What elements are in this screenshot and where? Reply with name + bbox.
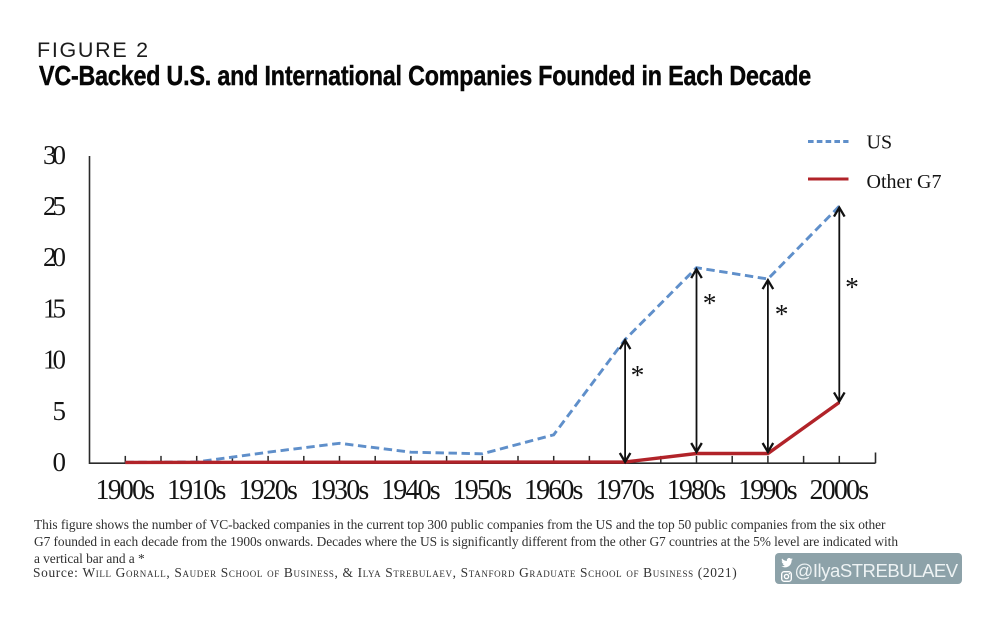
- svg-text:15: 15: [43, 293, 66, 323]
- svg-text:1980s: 1980s: [667, 475, 727, 506]
- svg-text:5: 5: [53, 396, 67, 426]
- svg-text:1950s: 1950s: [453, 475, 513, 506]
- svg-text:*: *: [631, 359, 645, 390]
- svg-text:2000s: 2000s: [810, 475, 870, 506]
- svg-text:1930s: 1930s: [310, 475, 370, 506]
- svg-text:25: 25: [43, 191, 66, 221]
- svg-text:Other G7: Other G7: [867, 171, 942, 193]
- svg-text:1940s: 1940s: [381, 475, 441, 506]
- svg-text:30: 30: [43, 140, 66, 170]
- svg-text:1960s: 1960s: [524, 475, 584, 506]
- svg-text:US: US: [867, 131, 893, 153]
- svg-text:1970s: 1970s: [595, 475, 655, 506]
- svg-text:1920s: 1920s: [238, 475, 298, 506]
- svg-text:*: *: [703, 287, 717, 318]
- svg-text:1910s: 1910s: [167, 475, 227, 506]
- svg-text:*: *: [775, 298, 789, 329]
- svg-text:0: 0: [53, 447, 67, 477]
- svg-text:1990s: 1990s: [738, 475, 798, 506]
- svg-text:*: *: [845, 271, 859, 302]
- svg-text:10: 10: [43, 345, 66, 375]
- svg-text:1900s: 1900s: [96, 475, 156, 506]
- svg-text:20: 20: [43, 242, 66, 272]
